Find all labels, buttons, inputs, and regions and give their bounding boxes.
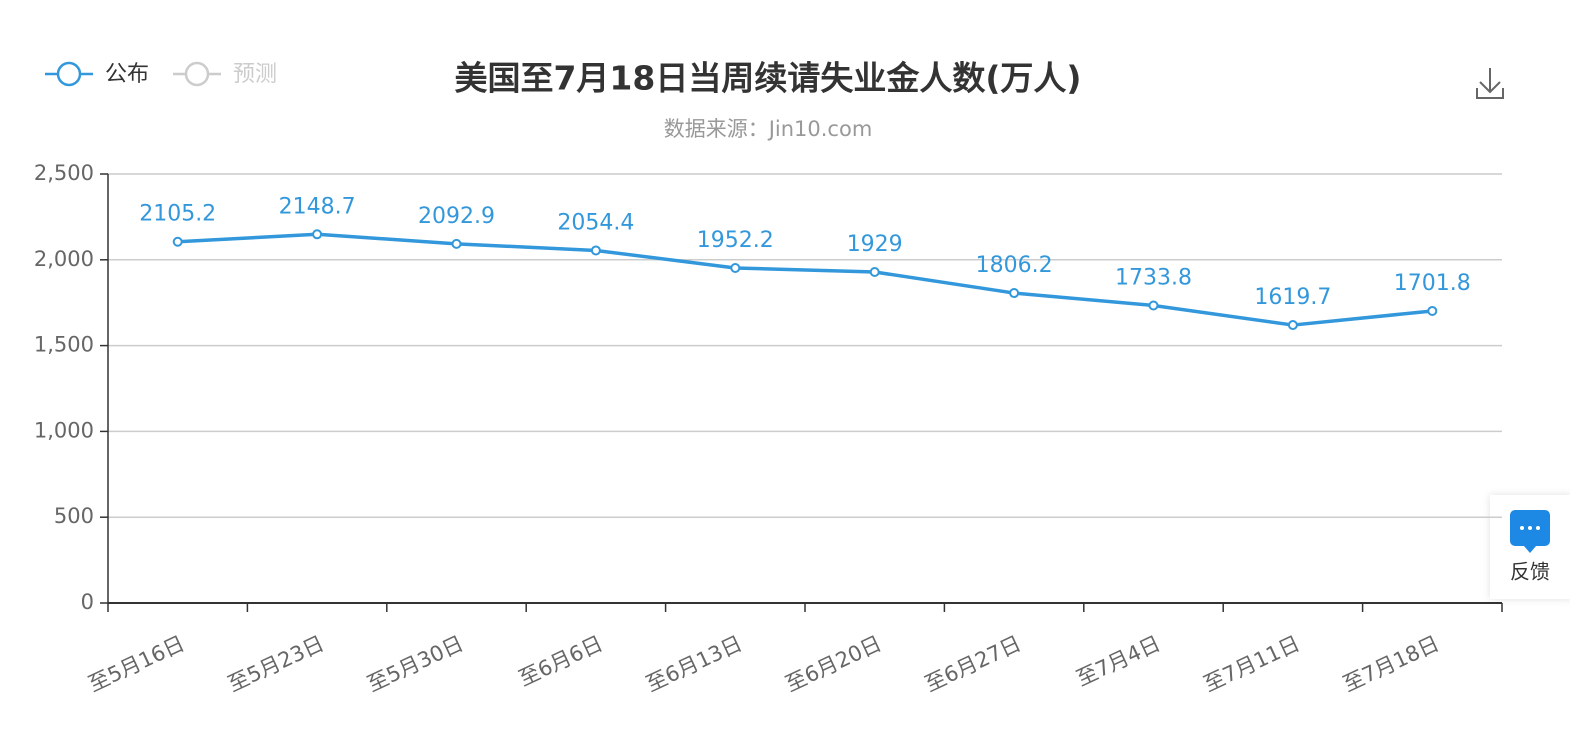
x-tick-label: 至7月4日: [1073, 631, 1164, 691]
x-tick-label: 至6月6日: [515, 631, 606, 691]
x-tick-label: 至7月18日: [1339, 631, 1443, 696]
data-label: 1619.7: [1254, 285, 1331, 310]
download-arrow[interactable]: [1479, 68, 1501, 94]
data-point: [730, 263, 741, 274]
data-label: 1952.2: [697, 228, 774, 253]
feedback-widget[interactable]: 反馈: [1490, 495, 1570, 599]
download-icon[interactable]: [1476, 68, 1504, 99]
x-tick-label: 至5月16日: [85, 631, 189, 696]
x-tick-label: 至5月30日: [364, 631, 468, 696]
data-point: [590, 245, 601, 256]
x-tick-label: 至7月11日: [1200, 631, 1304, 696]
data-point: [1427, 305, 1438, 316]
x-tick-label: 至6月13日: [642, 631, 746, 696]
feedback-dot[interactable]: [1528, 526, 1532, 530]
y-tick-label: 500: [54, 504, 94, 528]
x-tick-label: 至6月20日: [782, 631, 886, 696]
y-tick-label: 0: [81, 590, 94, 614]
data-point: [172, 236, 183, 247]
y-tick-label: 2,000: [34, 247, 94, 271]
data-point: [1287, 320, 1298, 331]
legend-marker: [56, 61, 82, 87]
feedback-label[interactable]: 反馈: [1510, 560, 1550, 584]
data-point: [312, 229, 323, 240]
data-label: 1806.2: [976, 253, 1053, 278]
legend-label: 公布: [105, 62, 149, 87]
data-label: 1929: [847, 232, 903, 257]
legend-label: 预测: [233, 62, 277, 87]
legend-item[interactable]: 公布: [45, 61, 149, 87]
legend-marker: [184, 61, 210, 87]
y-tick-label: 2,500: [34, 161, 94, 185]
data-label: 1701.8: [1394, 271, 1471, 296]
data-label: 1733.8: [1115, 265, 1192, 290]
data-point: [1009, 288, 1020, 299]
chart-title: 美国至7月18日当周续请失业金人数(万人): [454, 59, 1081, 98]
feedback-icon-tail[interactable]: [1524, 546, 1536, 553]
feedback-dot[interactable]: [1536, 526, 1540, 530]
y-tick-label: 1,000: [34, 418, 94, 442]
data-point: [869, 266, 880, 277]
data-point: [451, 238, 462, 249]
data-label: 2054.4: [557, 210, 634, 235]
data-label: 2148.7: [279, 194, 356, 219]
x-tick-label: 至6月27日: [921, 631, 1025, 696]
series-line: [177, 232, 1433, 327]
feedback-dot[interactable]: [1520, 526, 1524, 530]
data-label: 2105.2: [139, 202, 216, 227]
chart-subtitle: 数据来源：Jin10.com: [664, 117, 873, 141]
data-label: 2092.9: [418, 204, 495, 229]
download-tray[interactable]: [1476, 88, 1504, 99]
x-tick-label: 至5月23日: [224, 631, 328, 696]
legend-item[interactable]: 预测: [173, 61, 277, 87]
data-point: [1148, 300, 1159, 311]
y-tick-label: 1,500: [34, 333, 94, 357]
